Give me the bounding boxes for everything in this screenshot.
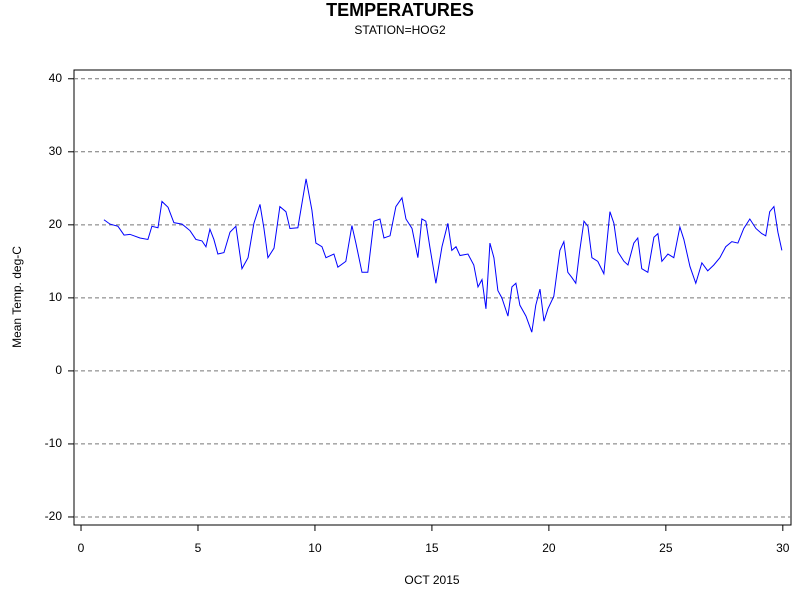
y-tick-label: 0	[55, 363, 62, 377]
x-tick-label: 30	[776, 541, 790, 555]
x-tick-label: 5	[195, 541, 202, 555]
x-axis-label: OCT 2015	[404, 573, 459, 587]
x-tick-label: 0	[78, 541, 85, 555]
y-tick-label: 20	[49, 217, 63, 231]
y-tick-label: 40	[49, 71, 63, 85]
chart-title: TEMPERATURES	[326, 0, 474, 20]
y-tick-label: 30	[49, 144, 63, 158]
temperature-line	[103, 178, 783, 333]
y-tick-label: -10	[45, 436, 63, 450]
x-tick-label: 25	[659, 541, 673, 555]
chart-subtitle: STATION=HOG2	[354, 23, 446, 37]
x-tick-label: 15	[425, 541, 439, 555]
x-tick-label: 20	[542, 541, 556, 555]
x-tick-label: 10	[308, 541, 322, 555]
y-tick-label: -20	[45, 509, 63, 523]
y-axis-label: Mean Temp. deg-C	[10, 246, 24, 348]
y-tick-label: 10	[49, 290, 63, 304]
